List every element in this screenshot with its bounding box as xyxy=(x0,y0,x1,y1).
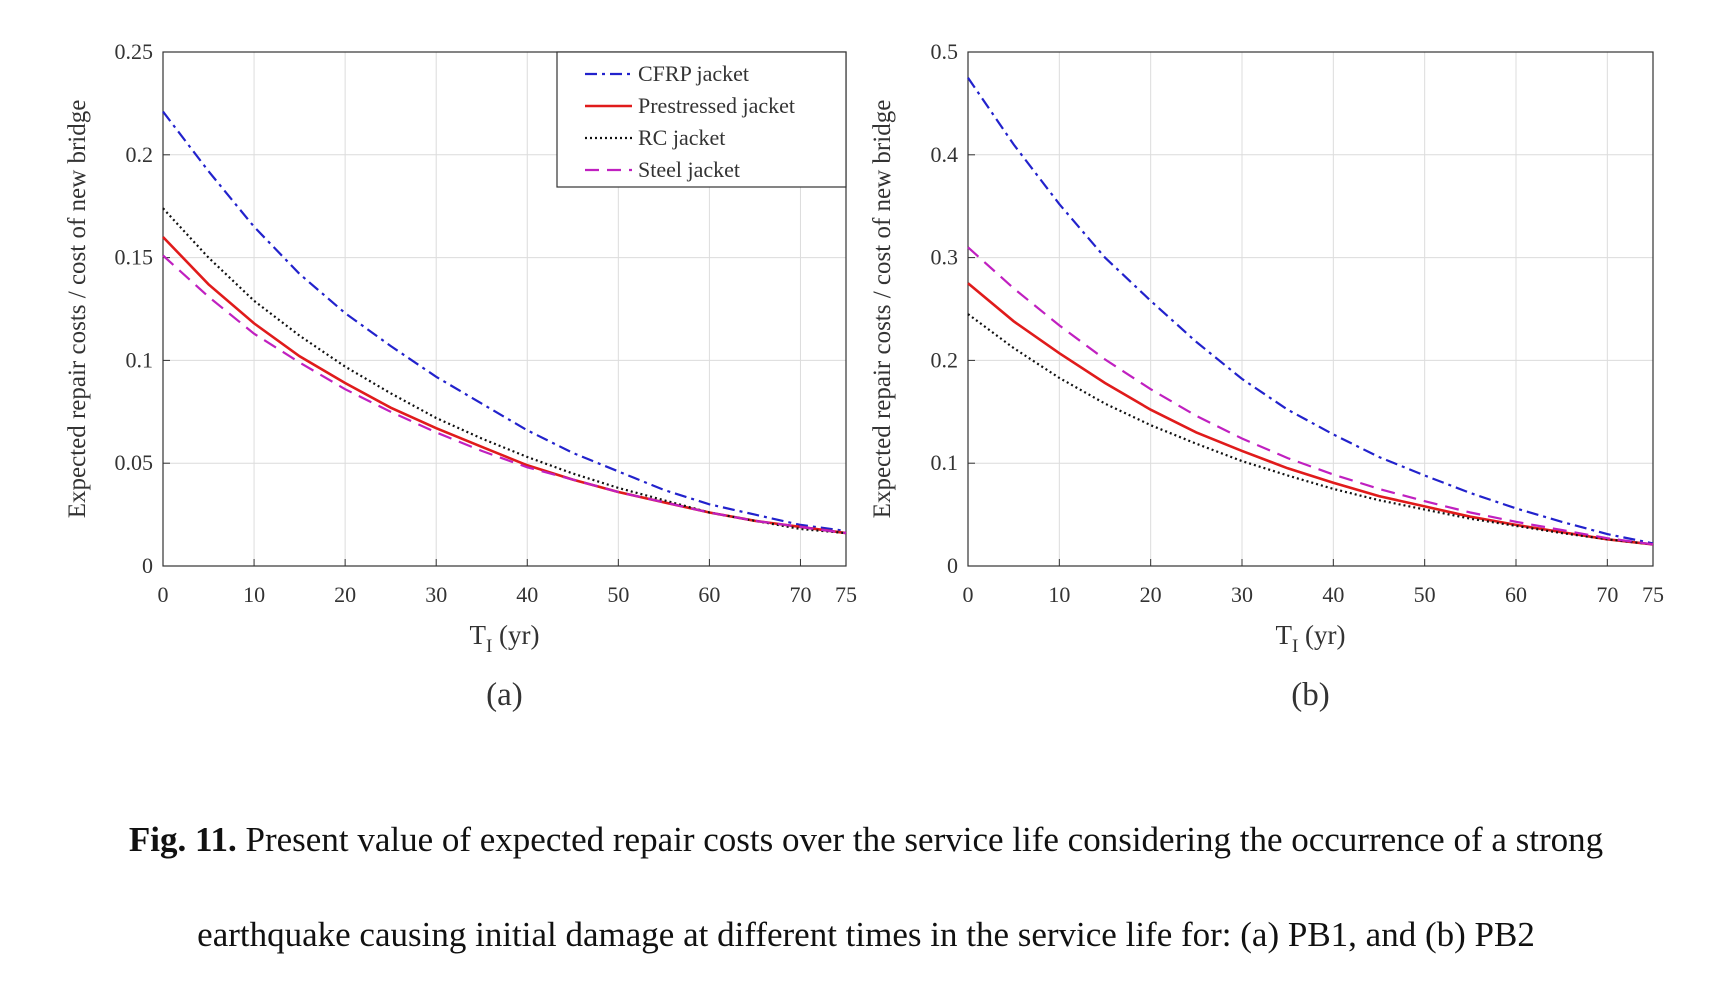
x-tick-label: 60 xyxy=(1505,582,1527,607)
x-tick-label: 0 xyxy=(963,582,974,607)
y-tick-label: 0 xyxy=(142,553,153,578)
x-tick-label: 40 xyxy=(516,582,538,607)
x-tick-label: 30 xyxy=(1231,582,1253,607)
x-tick-label: 40 xyxy=(1322,582,1344,607)
y-tick-label: 0.2 xyxy=(126,142,154,167)
x-tick-label: 30 xyxy=(425,582,447,607)
legend-label: Steel jacket xyxy=(638,157,740,182)
x-tick-label: 50 xyxy=(1414,582,1436,607)
figure-caption-line-1: Fig. 11. Present value of expected repai… xyxy=(0,820,1732,860)
panel-label: (b) xyxy=(1291,677,1329,713)
y-tick-label: 0.3 xyxy=(931,245,959,270)
y-tick-label: 0.1 xyxy=(931,450,959,475)
x-tick-label: 75 xyxy=(1642,582,1664,607)
y-tick-label: 0.25 xyxy=(115,39,154,64)
series-line xyxy=(967,282,1654,546)
x-tick-label: 60 xyxy=(698,582,720,607)
x-tick-label: 75 xyxy=(835,582,857,607)
series-line xyxy=(967,313,1654,546)
plot-area-frame xyxy=(162,51,847,567)
series-line xyxy=(162,236,847,535)
legend-label: CFRP jacket xyxy=(638,61,749,86)
series-line xyxy=(162,110,847,533)
panel-label: (a) xyxy=(486,677,523,713)
x-tick-label: 20 xyxy=(334,582,356,607)
figure-caption-label: Fig. 11. xyxy=(128,820,237,859)
series-line xyxy=(162,207,847,535)
series-line xyxy=(967,246,1654,546)
y-tick-label: 0.2 xyxy=(931,347,959,372)
legend: CFRP jacket Prestressed jacket RC jacket St… xyxy=(556,51,847,188)
chart-panel-a: 0 10 20 30 40 50 60 70 75 0 0.05 0.1 0.15 0.2 0.25 TI (… xyxy=(64,39,857,713)
figure-caption-line-2: earthquake causing initial damage at dif… xyxy=(197,915,1535,954)
plot-area-frame xyxy=(967,51,1654,567)
y-tick-label: 0.15 xyxy=(115,245,154,270)
y-tick-label: 0.5 xyxy=(931,39,959,64)
x-axis-label: TI (yr) xyxy=(1275,620,1345,657)
x-tick-label: 10 xyxy=(1048,582,1070,607)
x-axis-label: TI (yr) xyxy=(469,620,539,657)
x-tick-label: 0 xyxy=(158,582,169,607)
legend-label: Prestressed jacket xyxy=(638,93,795,118)
x-tick-label: 70 xyxy=(789,582,811,607)
figure-caption-text-1: Present value of expected repair costs o… xyxy=(236,820,1604,859)
x-tick-label: 50 xyxy=(607,582,629,607)
series-line xyxy=(162,254,847,535)
y-axis-label: Expected repair costs / cost of new brid… xyxy=(869,100,896,519)
chart-panel-b: 0 10 20 30 40 50 60 70 75 0 0.1 0.2 0.3 0.4 0.5 TI (yr)… xyxy=(869,39,1664,713)
x-tick-label: 20 xyxy=(1140,582,1162,607)
y-tick-label: 0.4 xyxy=(931,142,959,167)
x-tick-label: 70 xyxy=(1596,582,1618,607)
y-tick-label: 0.1 xyxy=(126,347,154,372)
x-tick-label: 10 xyxy=(243,582,265,607)
y-tick-label: 0.05 xyxy=(115,450,154,475)
y-axis-label: Expected repair costs / cost of new brid… xyxy=(64,100,91,519)
y-tick-label: 0 xyxy=(947,553,958,578)
legend-label: RC jacket xyxy=(638,125,725,150)
legend-box xyxy=(556,51,847,188)
series-line xyxy=(967,77,1654,545)
